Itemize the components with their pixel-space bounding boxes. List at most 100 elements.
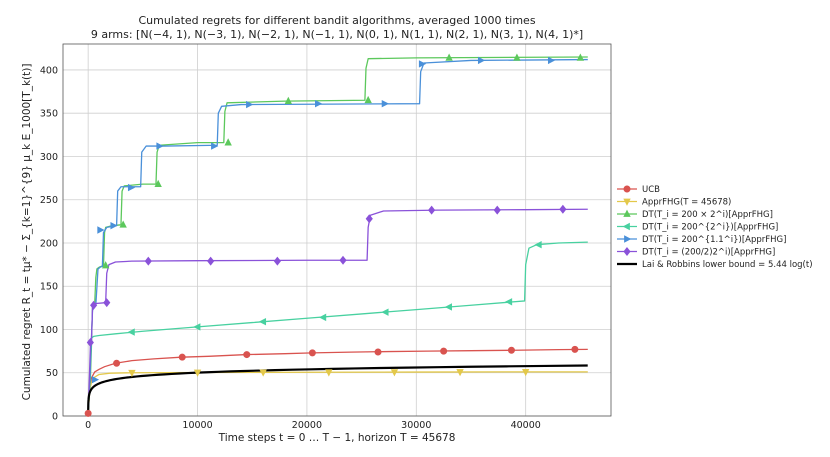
data-point <box>193 369 202 377</box>
data-point <box>127 328 135 336</box>
chart-subtitle: 9 arms: [N(−4, 1), N(−3, 1), N(−2, 1), N… <box>91 28 583 41</box>
data-point <box>178 353 186 361</box>
x-axis-label: Time steps t = 0 … T − 1, horizon T = 45… <box>218 432 456 444</box>
legend-label: Lai & Robbins lower bound = 5.44 log(t) <box>642 260 813 270</box>
data-point <box>308 349 316 357</box>
legend-label: DT(T_i = 200^{1.1^i})[ApprFHG] <box>642 235 786 245</box>
data-point <box>97 226 105 234</box>
data-point <box>211 142 219 150</box>
data-point <box>559 204 567 214</box>
data-point <box>243 351 251 359</box>
data-point <box>493 205 501 215</box>
data-point <box>440 347 448 355</box>
data-point <box>365 214 373 224</box>
data-point <box>624 235 632 243</box>
data-point <box>91 375 100 384</box>
series-lines <box>87 56 588 417</box>
data-point <box>622 222 630 231</box>
data-point <box>381 308 389 316</box>
series-line-0 <box>87 348 588 414</box>
plot-area-frame <box>62 43 612 417</box>
y-tick-label: 50 <box>46 368 58 379</box>
data-point <box>623 209 631 217</box>
data-point <box>207 256 215 266</box>
data-point <box>101 261 110 269</box>
data-point <box>110 221 118 230</box>
data-point <box>325 369 333 377</box>
data-point <box>513 53 521 61</box>
y-tick-label: 0 <box>52 412 58 423</box>
legend-label: UCB <box>642 185 660 195</box>
data-point <box>390 369 399 377</box>
data-point <box>534 241 542 249</box>
legend-label: ApprFHG(T = 45678) <box>642 198 731 208</box>
y-axis-label: Cumulated regret R_t = tμ* − Σ_{k=1}^{9}… <box>21 64 33 401</box>
data-point <box>623 247 631 256</box>
data-point <box>103 298 111 308</box>
series-line-6 <box>87 364 588 417</box>
chart-title: Cumulated regrets for different bandit a… <box>138 14 535 27</box>
data-point <box>318 313 327 322</box>
series-line-5 <box>87 208 588 414</box>
data-point <box>193 323 201 331</box>
data-point <box>428 205 436 215</box>
y-tick-label: 250 <box>40 195 58 206</box>
y-tick-label: 100 <box>40 325 58 336</box>
data-point <box>246 100 254 109</box>
data-point <box>128 369 136 378</box>
data-point <box>507 346 515 354</box>
data-point <box>258 318 267 326</box>
series-line-1 <box>87 371 588 414</box>
x-tick-label: 20000 <box>292 420 322 431</box>
series-line-3 <box>87 241 588 414</box>
data-point <box>444 303 452 311</box>
y-tick-label: 350 <box>40 109 58 120</box>
series-line-2 <box>87 56 588 414</box>
data-point <box>154 179 162 188</box>
data-point <box>259 369 267 377</box>
x-tick-label: 40000 <box>511 420 541 431</box>
data-point <box>571 345 579 353</box>
data-point <box>314 100 323 108</box>
data-point <box>113 359 121 367</box>
data-point <box>418 60 427 68</box>
x-tick-label: 10000 <box>182 420 212 431</box>
data-point <box>456 369 464 377</box>
series-line-4 <box>87 58 588 414</box>
x-tick-label: 0 <box>85 420 91 431</box>
data-point <box>445 53 453 61</box>
legend-label: DT(T_i = (200/2)2^i)[ApprFHG] <box>642 248 775 258</box>
series-markers <box>84 53 585 417</box>
data-point <box>374 348 382 356</box>
data-point <box>224 138 232 146</box>
axis-ticks: 0 10000 20000 30000 40000 0 50 100 150 200 250 300 3… <box>40 65 541 431</box>
data-point <box>339 255 347 265</box>
data-point <box>364 95 372 104</box>
y-tick-label: 200 <box>40 238 58 249</box>
y-tick-label: 150 <box>40 282 58 293</box>
data-point <box>127 183 136 192</box>
data-point <box>90 300 98 310</box>
data-point <box>521 369 530 377</box>
y-tick-label: 300 <box>40 152 58 163</box>
data-point <box>84 409 92 417</box>
data-point <box>86 337 94 347</box>
data-point <box>504 298 513 306</box>
data-point <box>623 185 631 193</box>
y-tick-label: 400 <box>40 65 58 76</box>
data-point <box>119 220 127 228</box>
data-point <box>477 56 486 65</box>
legend-label: DT(T_i = 200^{2^i})[ApprFHG] <box>642 223 778 233</box>
legend: UCB ApprFHG(T = 45678) DT(T_i = 200 × 2^i)… <box>617 185 813 270</box>
data-point <box>273 256 281 266</box>
legend-label: DT(T_i = 200 × 2^i)[ApprFHG] <box>642 210 773 220</box>
data-point <box>144 256 152 266</box>
data-point <box>623 198 631 206</box>
x-tick-label: 30000 <box>401 420 431 431</box>
data-point <box>156 142 164 150</box>
data-point <box>547 56 556 65</box>
data-point <box>381 100 389 108</box>
data-point <box>284 96 293 104</box>
